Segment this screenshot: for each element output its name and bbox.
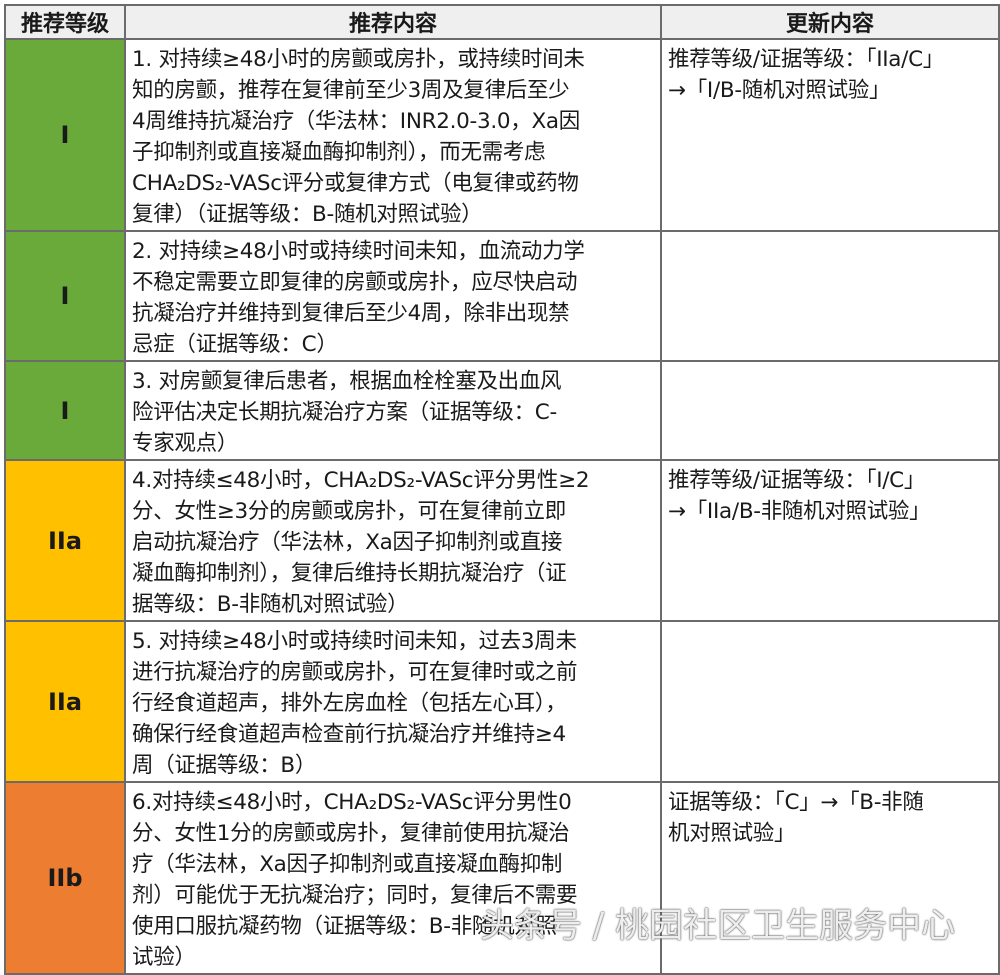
level-cell: IIa — [4, 459, 126, 622]
content-line: CHA₂DS₂-VASc评分或复律方式（电复律或药物 — [132, 171, 579, 196]
content-line: 专家观点） — [132, 431, 239, 456]
header-update: 更新内容 — [660, 4, 1000, 40]
update-line: →「IIa/B-非随机对照试验」 — [668, 499, 931, 524]
level-cell: I — [4, 38, 126, 232]
content-cell: 2. 对持续≥48小时或持续时间未知，血流动力学 不稳定需要立即复律的房颤或房扑，… — [124, 230, 662, 362]
level-cell: I — [4, 360, 126, 461]
level-cell: IIb — [4, 781, 126, 975]
content-cell: 4.对持续≤48小时，CHA₂DS₂-VASc评分男性≥2 分、女性≥3分的房颤或… — [124, 459, 662, 622]
content-line: 子抑制剂或直接凝血酶抑制剂），而无需考虑 — [132, 140, 546, 165]
header-level: 推荐等级 — [4, 4, 126, 40]
content-line: 险评估决定长期抗凝治疗方案（证据等级：C- — [132, 400, 557, 425]
level-cell: IIa — [4, 620, 126, 783]
content-line: 剂）可能优于无抗凝治疗；同时，复律后不需要 — [132, 883, 578, 908]
header-content: 推荐内容 — [124, 4, 662, 40]
content-line: 4.对持续≤48小时，CHA₂DS₂-VASc评分男性≥2 — [132, 468, 590, 493]
update-line: 机对照试验」 — [668, 821, 796, 846]
content-line: 复律）（证据等级：B-随机对照试验） — [132, 202, 483, 227]
content-line: 6.对持续≤48小时，CHA₂DS₂-VASc评分男性0 — [132, 790, 572, 815]
update-line: 推荐等级/证据等级：「IIa/C」 — [668, 47, 945, 72]
table-row: IIa 5. 对持续≥48小时或持续时间未知，过去3周未 进行抗凝治疗的房颤或房扑，… — [4, 620, 1000, 783]
content-line: 据等级：B-非随机对照试验） — [132, 592, 409, 617]
recommendation-table: 推荐等级 推荐内容 更新内容 I 1. 对持续≥48小时的房颤或房扑，或持续时间未… — [4, 4, 1000, 975]
table-row: IIa 4.对持续≤48小时，CHA₂DS₂-VASc评分男性≥2 分、女性≥3分的… — [4, 459, 1000, 622]
update-cell — [660, 230, 1000, 362]
content-line: 凝血酶抑制剂），复律后维持长期抗凝治疗（证 — [132, 561, 567, 586]
content-line: 行经食道超声，排外左房血栓（包括左心耳）， — [132, 691, 567, 716]
content-line: 疗（华法林，Xa因子抑制剂或直接凝血酶抑制 — [132, 852, 563, 877]
table-header-row: 推荐等级 推荐内容 更新内容 — [4, 4, 1000, 40]
content-cell: 1. 对持续≥48小时的房颤或房扑，或持续时间未 知的房颤，推荐在复律前至少3周及… — [124, 38, 662, 232]
content-line: 分、女性≥3分的房颤或房扑，可在复律前立即 — [132, 499, 566, 524]
content-line: 启动抗凝治疗（华法林，Xa因子抑制剂或直接 — [132, 530, 563, 555]
content-line: 5. 对持续≥48小时或持续时间未知，过去3周未 — [132, 629, 577, 654]
content-line: 使用口服抗凝药物（证据等级：B-非随机对照 — [132, 914, 557, 939]
content-line: 知的房颤，推荐在复律前至少3周及复律后至少 — [132, 78, 570, 103]
content-line: 周（证据等级：B） — [132, 753, 317, 778]
content-line: 抗凝治疗并维持到复律后至少4周，除非出现禁 — [132, 301, 570, 326]
table-row: I 2. 对持续≥48小时或持续时间未知，血流动力学 不稳定需要立即复律的房颤或房扑… — [4, 230, 1000, 362]
table-row: I 3. 对房颤复律后患者，根据血栓栓塞及出血风 险评估决定长期抗凝治疗方案（证据等… — [4, 360, 1000, 461]
content-line: 不稳定需要立即复律的房颤或房扑，应尽快启动 — [132, 270, 578, 295]
update-line: 证据等级：「C」→「B-非随 — [668, 790, 924, 815]
content-cell: 5. 对持续≥48小时或持续时间未知，过去3周未 进行抗凝治疗的房颤或房扑，可在复… — [124, 620, 662, 783]
content-line: 3. 对房颤复律后患者，根据血栓栓塞及出血风 — [132, 369, 562, 394]
update-cell: 推荐等级/证据等级：「I/C」 →「IIa/B-非随机对照试验」 — [660, 459, 1000, 622]
update-cell — [660, 620, 1000, 783]
content-line: 进行抗凝治疗的房颤或房扑，可在复律时或之前 — [132, 660, 578, 685]
content-cell: 3. 对房颤复律后患者，根据血栓栓塞及出血风 险评估决定长期抗凝治疗方案（证据等级… — [124, 360, 662, 461]
content-line: 4周维持抗凝治疗（华法林：INR2.0-3.0，Xa因 — [132, 109, 580, 134]
content-line: 忌症（证据等级：C） — [132, 332, 338, 357]
content-line: 分、女性1分的房颤或房扑，复律前使用抗凝治 — [132, 821, 570, 846]
content-line: 1. 对持续≥48小时的房颤或房扑，或持续时间未 — [132, 47, 585, 72]
update-line: →「I/B-随机对照试验」 — [668, 78, 891, 103]
update-cell: 推荐等级/证据等级：「IIa/C」 →「I/B-随机对照试验」 — [660, 38, 1000, 232]
level-cell: I — [4, 230, 126, 362]
update-line: 推荐等级/证据等级：「I/C」 — [668, 468, 926, 493]
table-body: I 1. 对持续≥48小时的房颤或房扑，或持续时间未 知的房颤，推荐在复律前至少3周… — [4, 38, 1000, 975]
content-line: 确保行经食道超声检查前行抗凝治疗并维持≥4 — [132, 722, 566, 747]
update-cell — [660, 360, 1000, 461]
table-row: I 1. 对持续≥48小时的房颤或房扑，或持续时间未 知的房颤，推荐在复律前至少3周… — [4, 38, 1000, 232]
update-cell: 证据等级：「C」→「B-非随 机对照试验」 — [660, 781, 1000, 975]
watermark: 头条号 / 桃园社区卫生服务中心 — [480, 906, 956, 946]
content-line: 2. 对持续≥48小时或持续时间未知，血流动力学 — [132, 239, 585, 264]
